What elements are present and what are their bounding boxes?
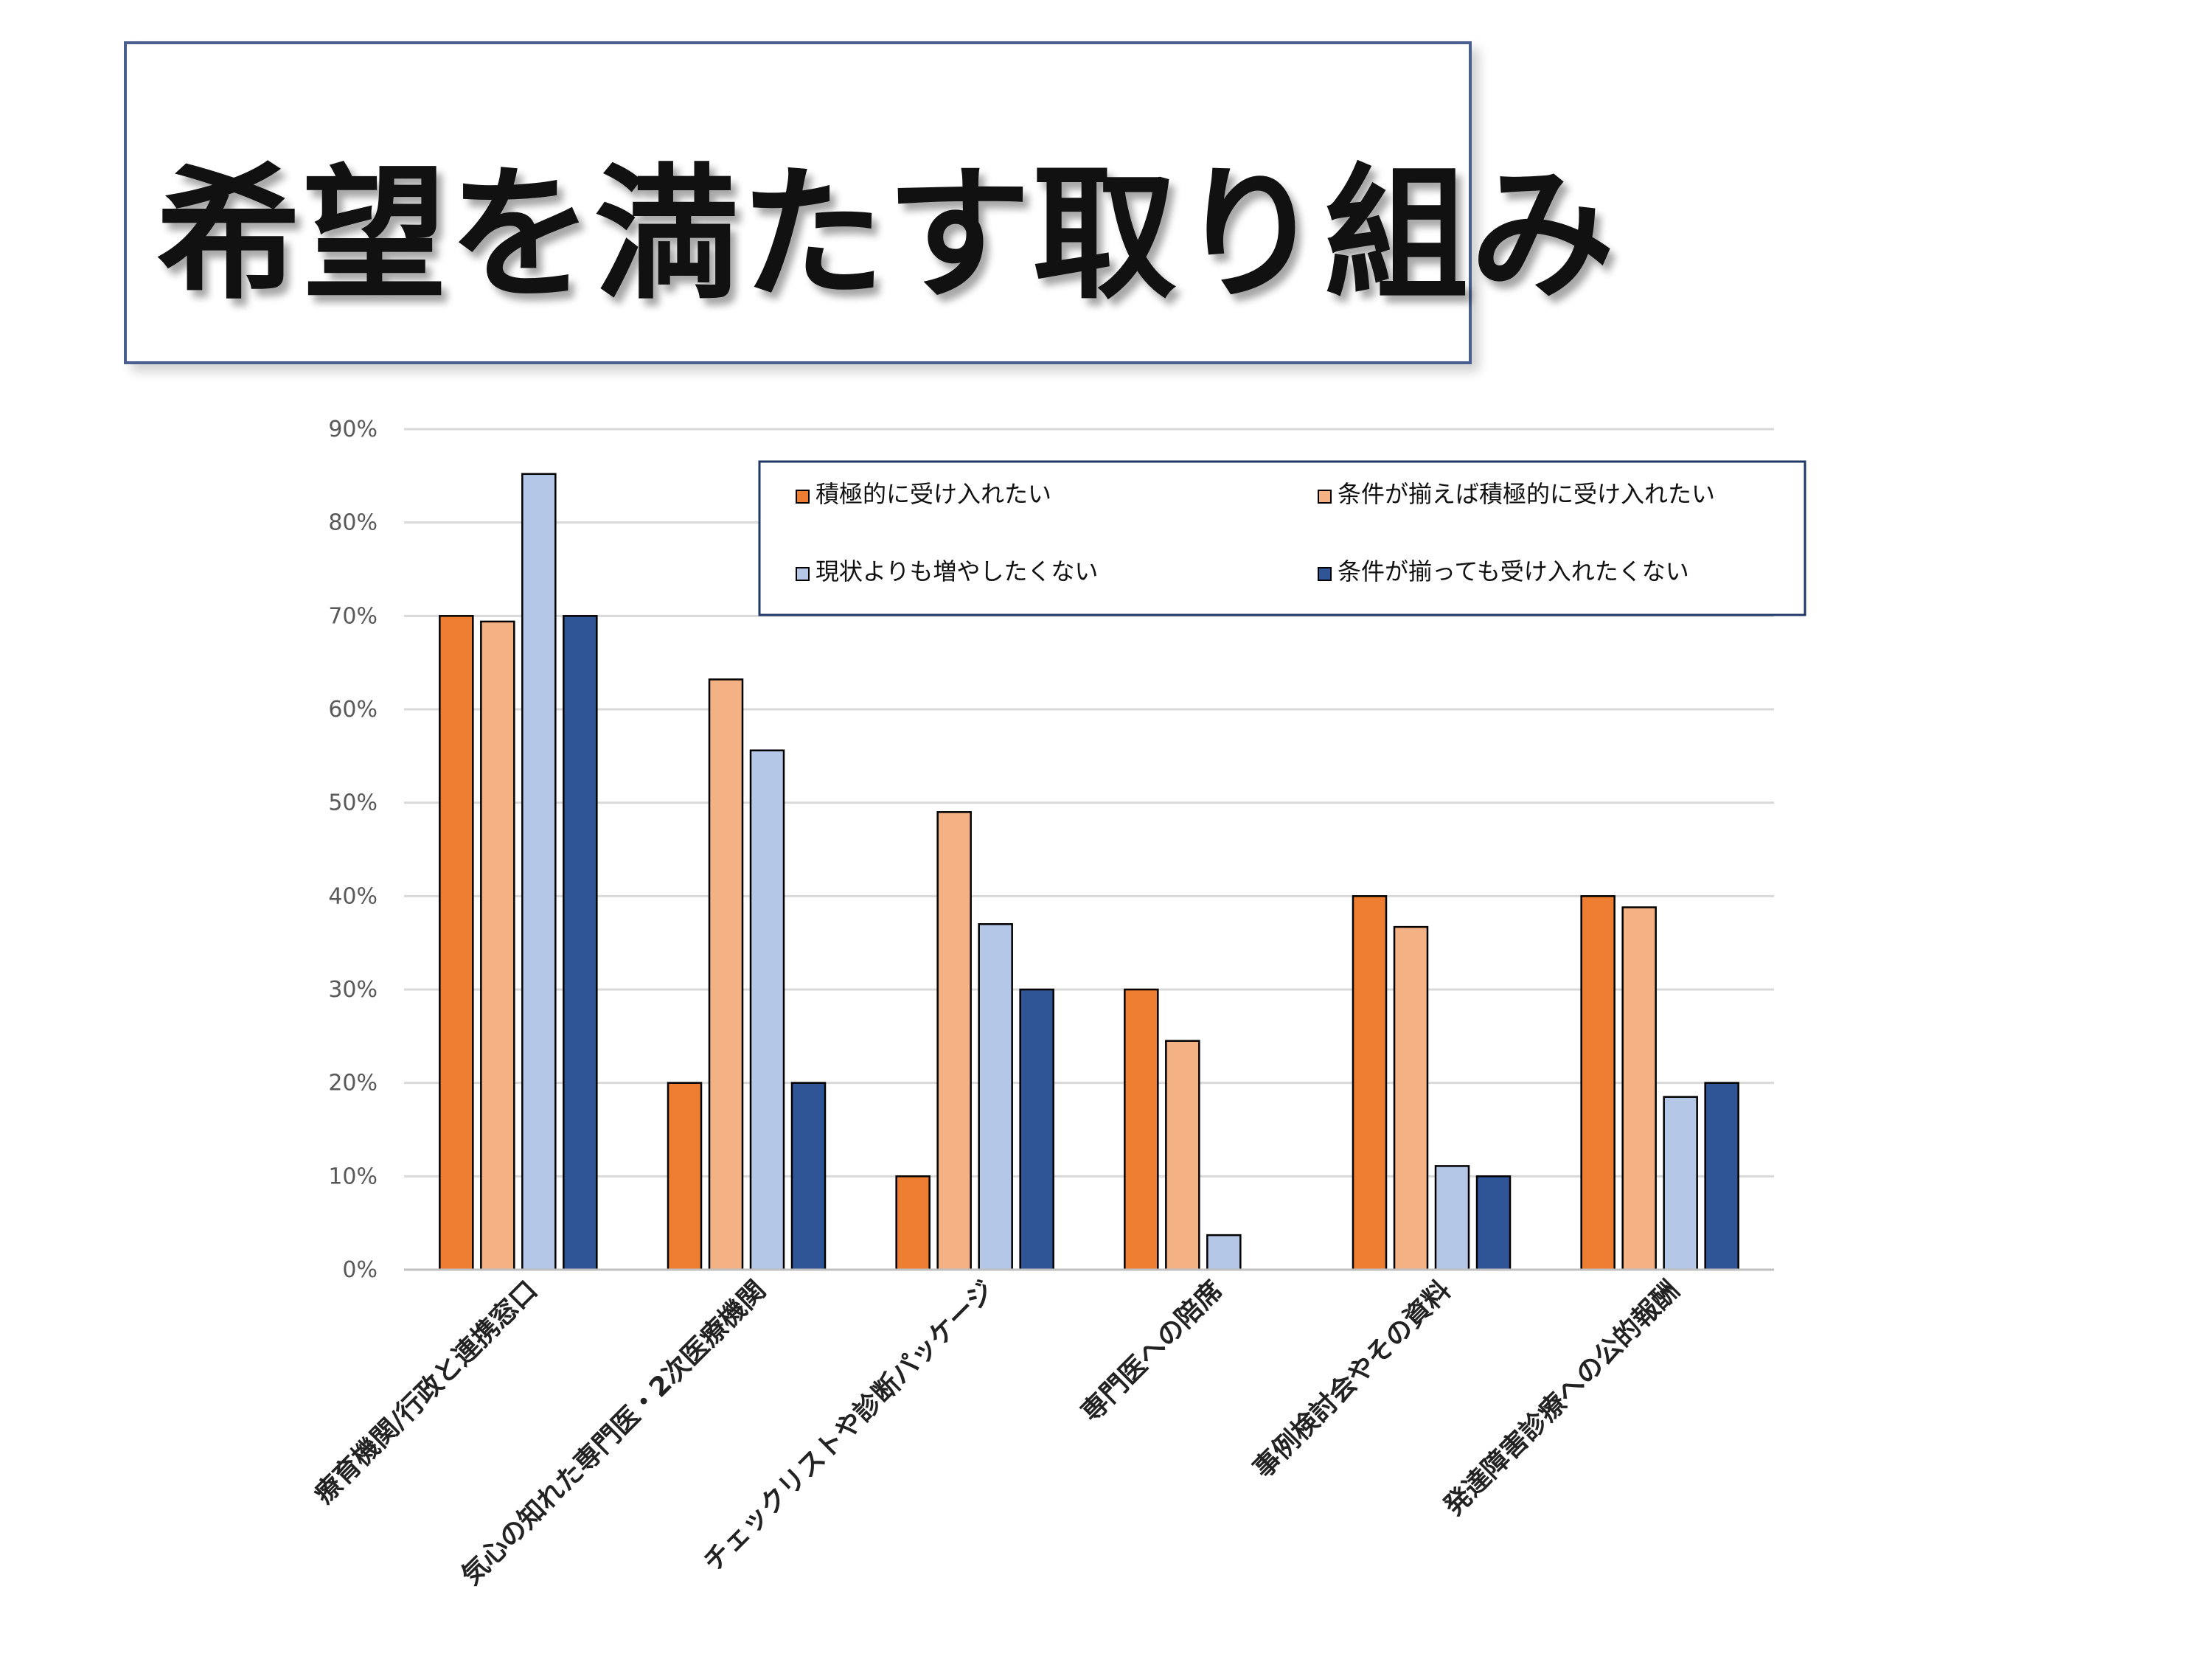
- legend-swatch: [1318, 490, 1332, 504]
- bar: [1352, 895, 1388, 1271]
- y-tick-label: 80%: [328, 510, 378, 536]
- bar: [978, 923, 1013, 1271]
- bar: [708, 678, 744, 1271]
- bar: [439, 615, 474, 1271]
- bar: [563, 615, 598, 1271]
- y-tick-label: 10%: [328, 1164, 378, 1189]
- legend-label: 条件が揃えば積極的に受け入れたい: [1338, 480, 1715, 508]
- x-tick-label: 発達障害診療への公的報酬: [1439, 1275, 1685, 1521]
- x-tick-label: 事例検討会やその資料: [1248, 1275, 1457, 1484]
- bar: [1019, 988, 1054, 1271]
- bar: [521, 473, 557, 1271]
- bar: [790, 1082, 827, 1271]
- legend-box: [758, 460, 1806, 616]
- legend-label: 条件が揃っても受け入れたくない: [1338, 557, 1689, 585]
- x-tick-label: 療育機関/行政と連携窓口: [309, 1275, 543, 1509]
- page-title: 希望を満たす取り組み: [156, 151, 1617, 319]
- y-tick-label: 70%: [328, 603, 378, 629]
- y-tick-label: 60%: [328, 697, 378, 723]
- y-tick-label: 40%: [328, 883, 378, 909]
- bar: [1393, 925, 1429, 1271]
- bar: [936, 811, 972, 1271]
- legend-label: 積極的に受け入れたい: [815, 480, 1051, 508]
- bar: [749, 749, 785, 1271]
- bar: [1580, 895, 1615, 1271]
- title-box: 希望を満たす取り組み: [124, 41, 1615, 364]
- bar: [480, 620, 515, 1271]
- bar: [1621, 906, 1657, 1271]
- y-tick-label: 20%: [328, 1071, 378, 1096]
- bar: [1663, 1096, 1698, 1271]
- legend-swatch: [796, 490, 810, 504]
- y-tick-label: 50%: [328, 790, 378, 816]
- legend-swatch: [1318, 567, 1332, 581]
- bar: [895, 1175, 931, 1271]
- bar: [1165, 1040, 1200, 1271]
- bar: [667, 1082, 703, 1271]
- y-tick-label: 30%: [328, 977, 378, 1003]
- legend-swatch: [796, 567, 810, 581]
- bar: [1206, 1234, 1242, 1271]
- y-tick-label: 90%: [328, 417, 378, 442]
- bar: [1434, 1165, 1470, 1271]
- y-tick-label: 0%: [342, 1257, 378, 1283]
- bar: [1475, 1175, 1512, 1271]
- bar: [1704, 1082, 1739, 1271]
- x-tick-label: 専門医への陪席: [1076, 1275, 1228, 1427]
- legend-label: 現状よりも増やしたくない: [815, 557, 1098, 585]
- bar: [1124, 988, 1159, 1271]
